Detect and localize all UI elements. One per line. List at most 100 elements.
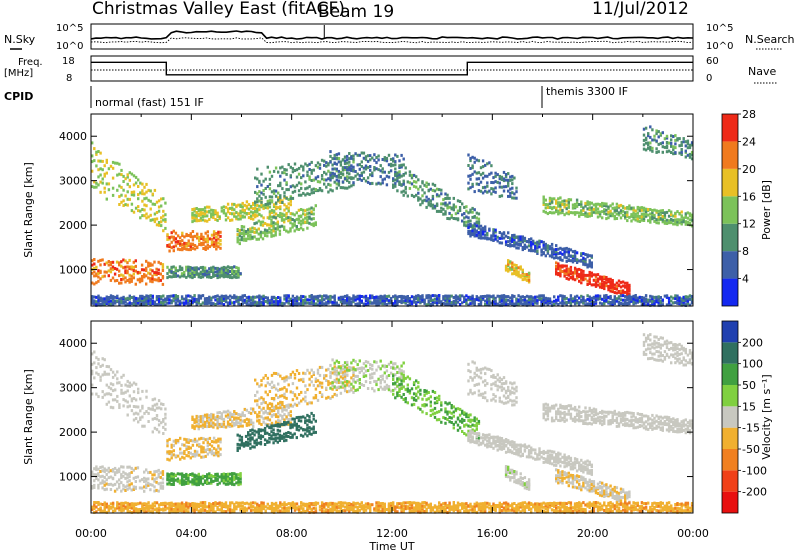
vel-cell <box>237 479 240 483</box>
vel-cell <box>325 396 328 400</box>
pow-cell <box>442 202 445 206</box>
pow-cell <box>105 160 108 164</box>
vel-cell <box>157 423 161 427</box>
pow-cell <box>197 294 200 298</box>
pow-cell <box>231 276 234 280</box>
vel-cell <box>161 470 165 474</box>
pow-cell <box>598 203 602 207</box>
vel-cell <box>202 446 205 450</box>
vel-cell <box>198 437 201 441</box>
pow-cell <box>203 212 207 216</box>
pow-cell <box>360 299 363 303</box>
vel-cell <box>283 379 286 383</box>
vel-cell <box>95 366 98 370</box>
pow-cell <box>561 247 564 251</box>
pow-cell <box>670 210 673 214</box>
noise-right-label: N.Search <box>745 33 795 46</box>
vel-cell <box>208 472 211 476</box>
pow-cell <box>580 252 583 256</box>
pow-cell <box>433 297 437 301</box>
pow-cell <box>187 273 190 277</box>
pow-cell <box>527 248 531 252</box>
pow-cell <box>394 167 397 171</box>
pow-cell <box>238 231 241 235</box>
vel-cell <box>266 376 269 380</box>
pow-cell <box>260 300 263 304</box>
pow-cell <box>653 134 656 138</box>
vel-cell <box>266 431 269 435</box>
pow-cell <box>567 270 570 274</box>
pow-cell <box>628 204 631 208</box>
vel-cell <box>118 478 121 482</box>
pow-cell <box>402 193 405 197</box>
pow-cell <box>302 295 305 299</box>
pow-cell <box>329 298 332 302</box>
pow-cell <box>525 303 529 307</box>
pow-cell <box>672 301 675 305</box>
pow-cell <box>224 270 228 274</box>
pow-cell <box>164 303 167 307</box>
pow-cell <box>674 151 677 155</box>
pow-cell <box>302 208 305 212</box>
plot-title: Christmas Valley East (fitACF) <box>92 0 345 19</box>
vel-cell <box>291 425 294 429</box>
pow-cell <box>680 218 683 222</box>
pow-cell <box>523 298 527 302</box>
pow-cell <box>690 213 694 217</box>
pow-cell <box>575 294 579 298</box>
pow-cell <box>105 158 108 162</box>
pow-cell <box>553 248 556 252</box>
pow-cell <box>181 246 184 250</box>
pow-cell <box>419 300 422 304</box>
pow-cell <box>224 298 228 302</box>
vel-cell <box>268 390 272 393</box>
vel-cell <box>122 483 125 487</box>
vel-cell <box>270 430 273 434</box>
pow-cell <box>571 211 575 215</box>
pow-cell <box>404 299 407 302</box>
pow-cell <box>122 258 125 262</box>
vel-cell <box>285 415 288 419</box>
pow-cell <box>575 211 579 215</box>
pow-cell <box>191 230 195 233</box>
pow-cell <box>120 273 123 277</box>
pow-cell <box>578 267 581 271</box>
pow-cell <box>139 294 142 298</box>
vel-cell <box>222 472 226 476</box>
vel-cell <box>101 469 104 473</box>
pow-cell <box>523 273 527 277</box>
vel-cell <box>308 377 311 381</box>
pow-cell <box>191 297 194 301</box>
pow-cell <box>204 240 207 244</box>
pow-cell <box>582 262 585 266</box>
vel-cell <box>105 402 108 406</box>
pow-cell <box>236 240 239 244</box>
vel-cell <box>107 372 111 376</box>
pow-cell <box>356 297 359 301</box>
pow-cell <box>484 174 487 178</box>
pow-cell <box>644 297 648 301</box>
pow-cell <box>496 239 499 243</box>
pow-cell <box>360 173 363 177</box>
pow-cell <box>285 172 288 176</box>
pow-cell <box>354 298 357 302</box>
pow-cell <box>187 248 190 252</box>
pow-cell <box>260 203 263 207</box>
vel-cell <box>245 423 249 427</box>
vel-cell <box>212 440 216 444</box>
pow-cell <box>569 301 573 305</box>
pow-cell <box>335 167 338 171</box>
pow-cell <box>469 298 472 302</box>
pow-cell <box>665 144 669 148</box>
pow-cell <box>396 298 399 301</box>
pow-cell <box>559 269 562 273</box>
pow-cell <box>316 189 320 193</box>
pow-cell <box>134 181 138 185</box>
pow-cell <box>607 280 610 284</box>
vel-cell <box>256 419 259 423</box>
pow-cell <box>465 298 468 302</box>
pow-cell <box>260 200 263 204</box>
pow-cell <box>166 301 169 305</box>
pow-cell <box>532 299 535 303</box>
pow-cell <box>555 261 558 265</box>
